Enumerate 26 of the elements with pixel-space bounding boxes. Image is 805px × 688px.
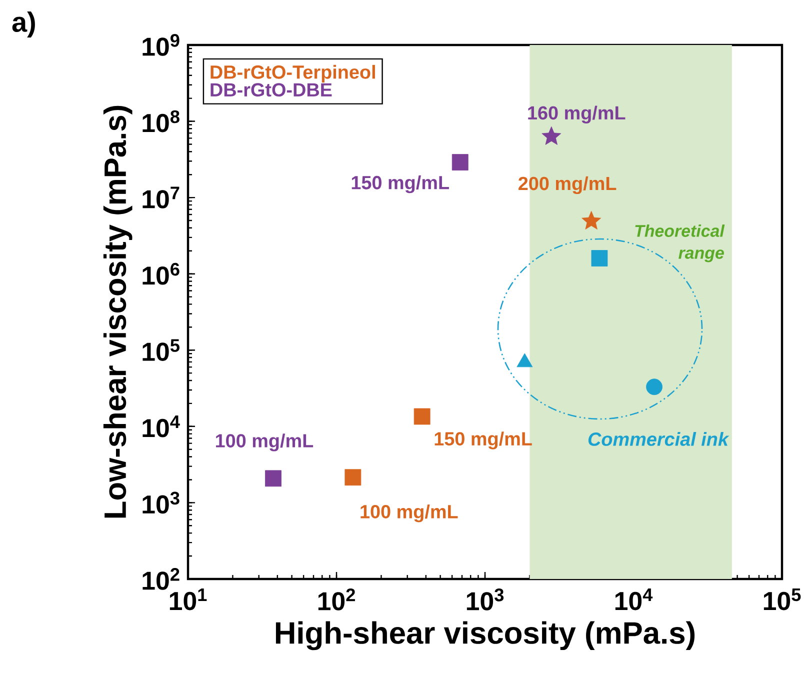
y-tick-label: 10$^{8}$ [142, 110, 180, 132]
x-tick-label: 10$^{2}$ [318, 588, 355, 610]
band-label: Theoretical range [635, 224, 725, 262]
annotation: 150 mg/mL [352, 175, 449, 194]
y-tick-label: 10$^{2}$ [142, 568, 180, 590]
y-axis-title: Low-shear viscosity (mPa.s) [103, 106, 132, 518]
annotation: Commercial ink [588, 432, 730, 446]
x-tick-label: 10$^{5}$ [764, 588, 801, 610]
y-tick-label: 10$^{7}$ [142, 186, 180, 208]
annotation: 200 mg/mL [518, 176, 616, 194]
text: DB-rGtO-DBE [210, 83, 332, 97]
y-tick-label: 10$^{9}$ [142, 34, 180, 56]
x-tick-label: 10$^{4}$ [615, 588, 653, 610]
text: a) [12, 12, 35, 38]
annotation: 100 mg/mL [216, 434, 314, 452]
annotation: 160 mg/mL [528, 106, 626, 124]
x-tick-label: 10$^{3}$ [466, 588, 504, 610]
y-tick-label: 10$^{5}$ [142, 339, 180, 361]
x-tick-label: 10$^{1}$ [170, 588, 207, 610]
y-tick-label: 10$^{4}$ [142, 416, 180, 438]
text: DB-rGtO-Terpineol [210, 64, 375, 83]
y-tick-label: 10$^{6}$ [142, 262, 180, 285]
x-axis-title: High-shear viscosity (mPa.s) [276, 621, 695, 650]
annotation: 150 mg/mL [434, 432, 532, 450]
y-tick-label: 10$^{3}$ [142, 492, 180, 514]
annotation: 100 mg/mL [360, 504, 458, 522]
